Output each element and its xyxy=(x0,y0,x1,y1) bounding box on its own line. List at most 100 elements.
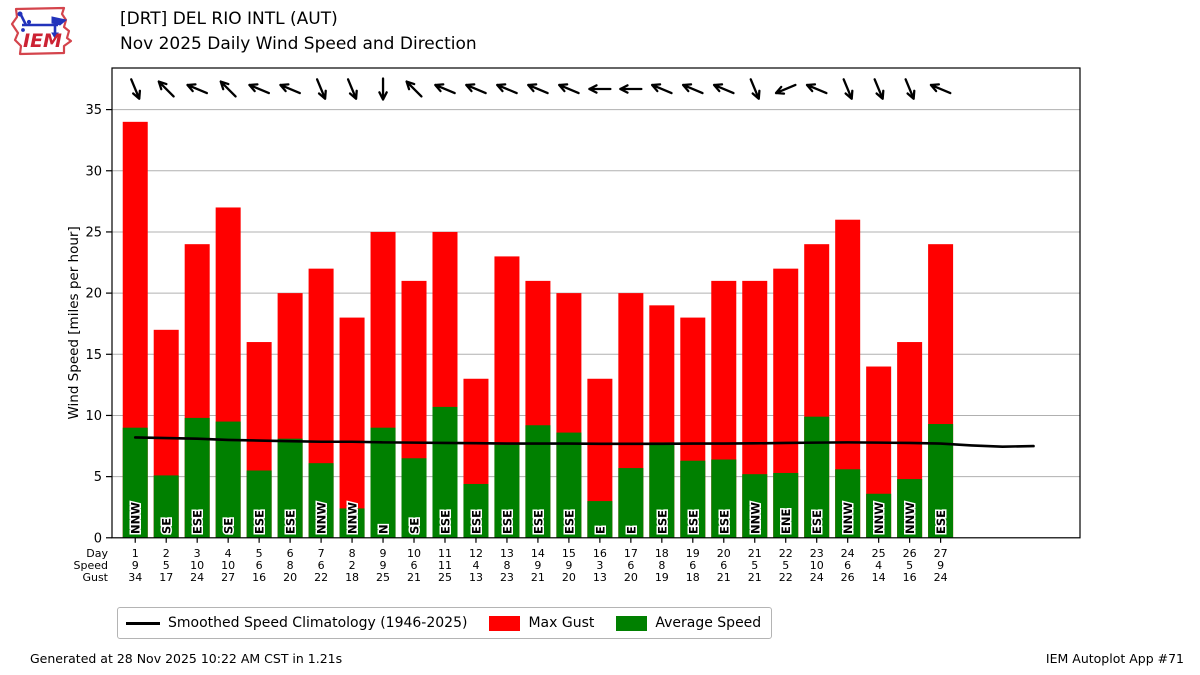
direction-label: NNW xyxy=(903,502,917,534)
wind-arrow-icon xyxy=(805,83,828,95)
gust-value: 18 xyxy=(686,571,700,584)
gust-value: 16 xyxy=(252,571,266,584)
climatology-line xyxy=(133,436,1035,448)
gust-value: 24 xyxy=(190,571,204,584)
avg-speed-bar xyxy=(153,475,179,538)
speed-value: 6 xyxy=(844,559,851,572)
table-row-label: Speed xyxy=(74,559,108,572)
avg-speed-bar xyxy=(277,438,303,538)
direction-label: ESE xyxy=(810,510,824,534)
gust-value: 21 xyxy=(531,571,545,584)
gust-value: 18 xyxy=(345,571,359,584)
day-value: 3 xyxy=(194,547,201,560)
y-tick-label: 5 xyxy=(94,470,102,485)
wind-arrow-icon xyxy=(378,77,388,101)
day-value: 16 xyxy=(593,547,607,560)
gust-value: 20 xyxy=(562,571,576,584)
wind-vane-icon xyxy=(17,11,68,39)
direction-label: ESE xyxy=(655,510,669,534)
chart-header: [DRT] DEL RIO INTL (AUT) Nov 2025 Daily … xyxy=(120,7,477,57)
speed-value: 10 xyxy=(810,559,824,572)
speed-value: 4 xyxy=(472,559,479,572)
speed-value: 11 xyxy=(438,559,452,572)
legend-label: Smoothed Speed Climatology (1946-2025) xyxy=(168,615,468,631)
wind-arrow-icon xyxy=(650,83,673,95)
day-value: 23 xyxy=(810,547,824,560)
day-value: 14 xyxy=(531,547,545,560)
day-value: 17 xyxy=(624,547,638,560)
gust-value: 27 xyxy=(221,571,235,584)
max-gust-bar xyxy=(339,317,365,538)
direction-label: E xyxy=(624,526,638,534)
avg-speed-bar xyxy=(401,458,427,538)
avg-speed-bar xyxy=(432,406,458,538)
avg-speed-bar xyxy=(773,472,799,538)
speed-value: 6 xyxy=(318,559,325,572)
gust-value: 13 xyxy=(469,571,483,584)
direction-label: NNW xyxy=(346,502,360,534)
wind-arrow-icon xyxy=(749,78,761,100)
wind-arrow-icon xyxy=(186,83,209,95)
wind-arrow-icon xyxy=(842,78,854,100)
direction-label: SE xyxy=(222,518,236,534)
gust-value: 21 xyxy=(407,571,421,584)
wind-arrow-icon xyxy=(130,78,142,100)
wind-arrow-icon xyxy=(279,83,301,95)
wind-arrow-icon xyxy=(527,83,549,95)
direction-label: E xyxy=(593,526,607,534)
average-speed-swatch xyxy=(616,615,648,631)
day-value: 25 xyxy=(872,547,886,560)
legend-label: Max Gust xyxy=(528,615,595,631)
speed-value: 4 xyxy=(875,559,882,572)
y-tick-label: 0 xyxy=(94,531,102,546)
speed-value: 9 xyxy=(132,559,139,572)
speed-value: 6 xyxy=(411,559,418,572)
generated-timestamp: Generated at 28 Nov 2025 10:22 AM CST in… xyxy=(30,651,343,666)
iem-logo-text: IEM xyxy=(23,30,62,52)
day-value: 9 xyxy=(380,547,387,560)
speed-value: 5 xyxy=(906,559,913,572)
max-gust-swatch xyxy=(489,615,521,631)
gust-value: 16 xyxy=(903,571,917,584)
avg-speed-bar xyxy=(804,416,830,538)
legend-item-climatology: Smoothed Speed Climatology (1946-2025) xyxy=(126,615,467,631)
direction-label: ESE xyxy=(438,510,452,534)
legend-label: Average Speed xyxy=(655,615,762,631)
direction-label: ESE xyxy=(934,510,948,534)
day-value: 27 xyxy=(934,547,948,560)
speed-value: 5 xyxy=(751,559,758,572)
direction-label: ESE xyxy=(531,510,545,534)
gust-value: 24 xyxy=(934,571,948,584)
speed-value: 6 xyxy=(720,559,727,572)
gust-value: 20 xyxy=(283,571,297,584)
day-value: 15 xyxy=(562,547,576,560)
wind-arrow-icon xyxy=(346,78,358,100)
gust-value: 19 xyxy=(655,571,669,584)
gust-value: 24 xyxy=(810,571,824,584)
wind-arrow-icon xyxy=(904,78,916,100)
direction-label: NNW xyxy=(748,502,762,534)
gust-value: 13 xyxy=(593,571,607,584)
avg-speed-bar xyxy=(370,427,396,538)
y-tick-label: 30 xyxy=(85,164,102,179)
speed-value: 8 xyxy=(503,559,510,572)
speed-value: 2 xyxy=(349,559,356,572)
wind-arrow-icon xyxy=(405,80,423,98)
y-tick-label: 35 xyxy=(85,103,102,118)
wind-chart-svg: NNW SE ESE SE ESE ESE NNW NNW N SE ESE ESE ESE ESE ESE… xyxy=(66,67,1081,584)
day-value: 13 xyxy=(500,547,514,560)
wind-arrow-icon xyxy=(315,78,327,100)
gust-value: 14 xyxy=(872,571,886,584)
chart-legend: Smoothed Speed Climatology (1946-2025) M… xyxy=(117,607,772,639)
avg-speed-bar xyxy=(494,444,520,538)
wind-arrow-icon xyxy=(558,83,580,95)
wind-arrow-icon xyxy=(873,78,885,100)
plot-border xyxy=(111,67,1081,539)
day-value: 11 xyxy=(438,547,452,560)
climatology-line-swatch xyxy=(126,621,160,625)
speed-value: 9 xyxy=(534,559,541,572)
direction-label: ESE xyxy=(500,510,514,534)
wind-arrow-icon xyxy=(157,80,175,98)
speed-value: 5 xyxy=(163,559,170,572)
direction-label: NNW xyxy=(872,502,886,534)
